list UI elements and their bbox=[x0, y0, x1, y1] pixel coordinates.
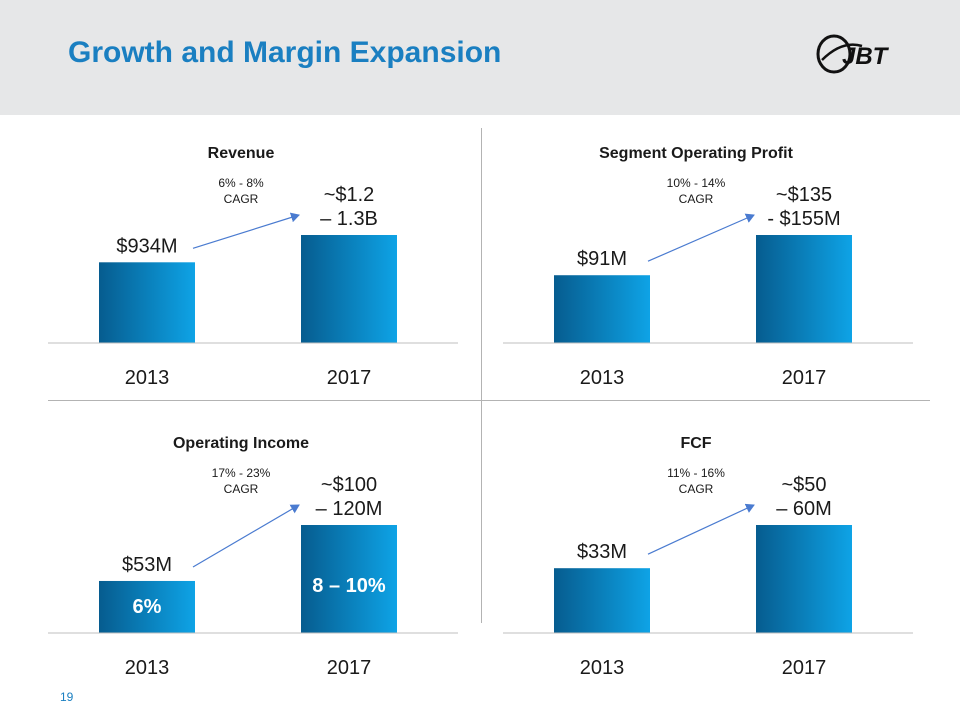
tick-label: 2017 bbox=[782, 657, 827, 679]
data-label: – 1.3B bbox=[320, 208, 378, 230]
page-number: 19 bbox=[60, 690, 74, 704]
growth-label: CAGR bbox=[224, 192, 259, 206]
vertical-divider bbox=[481, 128, 482, 623]
tick-label: 2013 bbox=[580, 367, 625, 389]
data-label: - $155M bbox=[767, 208, 840, 230]
growth-label: 17% - 23% bbox=[212, 466, 271, 480]
growth-label: 11% - 16% bbox=[667, 466, 725, 480]
data-label: ~$100 bbox=[321, 474, 377, 496]
revenue-chart: Revenue $934M 2013 ~$1.2– 1.3B 2017 6% - 8% CA… bbox=[48, 128, 458, 408]
data-label: ~$50 bbox=[781, 474, 826, 496]
growth-label: CAGR bbox=[679, 192, 714, 206]
bar-2017 bbox=[756, 525, 852, 633]
bar-2013 bbox=[554, 275, 650, 343]
inner-label: 6% bbox=[133, 596, 162, 618]
horizontal-divider bbox=[48, 400, 930, 401]
chart-title: Revenue bbox=[208, 145, 275, 162]
growth-label: 10% - 14% bbox=[667, 176, 726, 190]
logo-text: JBT bbox=[842, 43, 890, 70]
tick-label: 2017 bbox=[782, 367, 827, 389]
growth-arrow bbox=[192, 212, 300, 249]
segment-operating-profit-chart: Segment Operating Profit $91M 2013 ~$135- $… bbox=[503, 128, 913, 408]
bar-2013 bbox=[99, 262, 195, 343]
data-label: ~$135 bbox=[776, 184, 832, 206]
tick-label: 2013 bbox=[125, 657, 170, 679]
tick-label: 2017 bbox=[327, 367, 372, 389]
growth-label: 6% - 8% bbox=[218, 176, 264, 190]
slide-title: Growth and Margin Expansion bbox=[68, 36, 502, 69]
data-label: $53M bbox=[122, 554, 172, 576]
data-label: – 60M bbox=[776, 498, 832, 520]
bar-2017 bbox=[301, 525, 397, 633]
chart-title: FCF bbox=[680, 435, 711, 452]
tick-label: 2013 bbox=[125, 367, 170, 389]
bar-2013 bbox=[554, 568, 650, 633]
data-label: $934M bbox=[116, 235, 177, 257]
chart-title: Segment Operating Profit bbox=[599, 145, 793, 162]
growth-arrow bbox=[647, 213, 755, 262]
fcf-chart: FCF $33M 2013 ~$50– 60M 2017 11% - 16% CAGR bbox=[503, 418, 913, 698]
data-label: $91M bbox=[577, 248, 627, 270]
growth-label: CAGR bbox=[224, 482, 259, 496]
inner-label: 8 – 10% bbox=[312, 575, 386, 597]
tick-label: 2013 bbox=[580, 657, 625, 679]
bar-2013 bbox=[99, 580, 195, 633]
jbt-logo: JBT bbox=[816, 34, 890, 74]
bar-2017 bbox=[756, 235, 852, 343]
header-band bbox=[0, 0, 960, 115]
bar-2017 bbox=[301, 235, 397, 343]
chart-title: Operating Income bbox=[173, 435, 309, 452]
data-label: $33M bbox=[577, 541, 627, 563]
growth-arrow bbox=[192, 504, 300, 568]
growth-arrow bbox=[647, 503, 755, 555]
growth-label: CAGR bbox=[679, 482, 714, 496]
tick-label: 2017 bbox=[327, 657, 372, 679]
data-label: ~$1.2 bbox=[324, 184, 375, 206]
data-label: – 120M bbox=[316, 498, 383, 520]
operating-income-chart: Operating Income $53M 2013 6% ~$100– 120M 201… bbox=[48, 418, 458, 698]
